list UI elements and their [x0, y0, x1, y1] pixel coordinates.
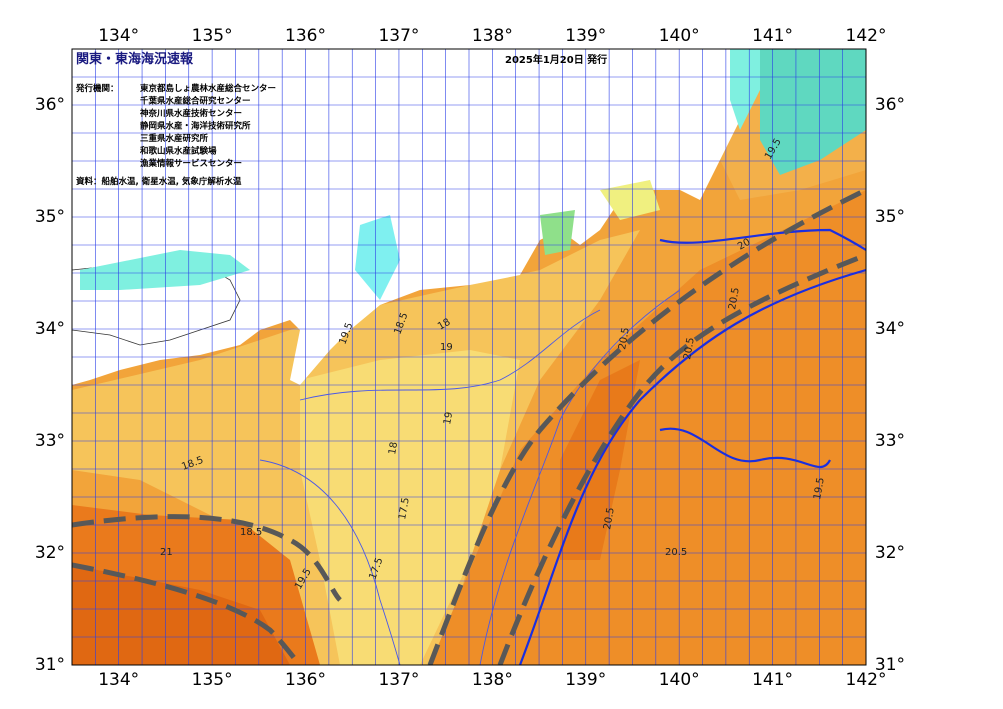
- x-tick-label: 135°: [192, 26, 233, 46]
- contour-label: 20.5: [682, 337, 697, 361]
- contour-label: 19: [440, 342, 453, 353]
- y-tick-label: 35°: [35, 207, 65, 227]
- x-tick-label: 136°: [285, 670, 326, 690]
- boso-coast: [730, 49, 760, 130]
- x-tick-label: 141°: [752, 670, 793, 690]
- y-tick-label: 32°: [875, 543, 905, 563]
- sagami-bay: [600, 180, 660, 220]
- issuer: 漁業情報サービスセンター: [140, 158, 242, 169]
- cool-zone: [300, 350, 520, 665]
- x-tick-label: 137°: [378, 26, 419, 46]
- issuer: 東京都島しょ農林水産総合センター: [140, 83, 276, 94]
- x-tick-label: 134°: [98, 670, 139, 690]
- contour-label: 20.5: [665, 547, 687, 558]
- x-tick-label: 142°: [846, 26, 887, 46]
- grid: [72, 49, 866, 665]
- x-tick-label: 138°: [472, 670, 513, 690]
- x-tick-label: 135°: [192, 670, 233, 690]
- y-tick-label: 31°: [35, 655, 65, 675]
- current-axis: [72, 562, 302, 665]
- x-tick-label: 139°: [565, 670, 606, 690]
- y-tick-label: 34°: [35, 319, 65, 339]
- issuers: 東京都島しょ農林水産総合センター千葉県水産総合研究センター神奈川県水産技術センタ…: [140, 83, 276, 169]
- contour-line: [479, 289, 681, 665]
- x-tick-label: 139°: [565, 26, 606, 46]
- osaka-bay: [355, 215, 400, 300]
- contour-line: [259, 459, 401, 665]
- inland-sea: [80, 250, 250, 290]
- map-title: 関東・東海海況速報: [76, 51, 194, 67]
- x-tick-label: 142°: [846, 670, 887, 690]
- x-tick-label: 141°: [752, 26, 793, 46]
- y-tick-label: 35°: [875, 207, 905, 227]
- contour-label: 18: [387, 441, 400, 455]
- y-tick-label: 33°: [35, 431, 65, 451]
- thin-contours: [259, 289, 681, 665]
- y-tick-label: 36°: [35, 95, 65, 115]
- contour-line: [659, 427, 831, 469]
- issuer: 神奈川県水産技術センター: [140, 108, 242, 119]
- contour-label: 20.5: [617, 327, 632, 351]
- y-tick-label: 31°: [875, 655, 905, 675]
- source: 資料：船舶水温, 衛星水温, 気象庁解析水温: [75, 176, 242, 187]
- x-tick-label: 137°: [378, 670, 419, 690]
- northeast-coast: [760, 49, 866, 175]
- current-axis: [427, 187, 866, 665]
- frame: [71, 48, 867, 666]
- contour-line: [299, 309, 601, 401]
- contour-label: 21: [160, 547, 173, 558]
- contour-label: 19: [442, 411, 455, 425]
- issuer: 和歌山県水産試験場: [140, 146, 217, 157]
- contour-line: [518, 268, 866, 665]
- issuers-label: 発行機関：: [75, 83, 119, 94]
- y-tick-label: 34°: [875, 319, 905, 339]
- issuer: 静岡県水産・海洋技術研究所: [140, 121, 251, 132]
- contour-label: 19.5: [812, 477, 827, 501]
- contour-line: [659, 228, 866, 251]
- contour-label: 18.5: [240, 527, 262, 538]
- y-tick-label: 36°: [875, 95, 905, 115]
- y-tick-label: 32°: [35, 543, 65, 563]
- axis-ticks: 134° 134° 135° 135° 136° 136° 137° 137° 138° 138°…: [35, 26, 905, 690]
- current-axis: [497, 252, 866, 665]
- x-tick-label: 136°: [285, 26, 326, 46]
- ise-bay: [540, 210, 575, 255]
- x-tick-label: 138°: [472, 26, 513, 46]
- issue-date: 2025年1月20日 発行: [505, 53, 607, 66]
- x-tick-label: 134°: [98, 26, 139, 46]
- contour-label: 20.5: [727, 287, 742, 311]
- contour-label: 17.5: [397, 497, 412, 521]
- current-axis: [72, 514, 342, 602]
- contours: [518, 228, 866, 665]
- current-axes: [72, 187, 866, 665]
- x-tick-label: 140°: [659, 26, 700, 46]
- contour-label: 20.5: [602, 507, 617, 531]
- issuer: 千葉県水産総合研究センター: [140, 96, 251, 107]
- y-tick-label: 33°: [875, 431, 905, 451]
- x-tick-label: 140°: [659, 670, 700, 690]
- issuer: 三重県水産研究所: [140, 133, 209, 144]
